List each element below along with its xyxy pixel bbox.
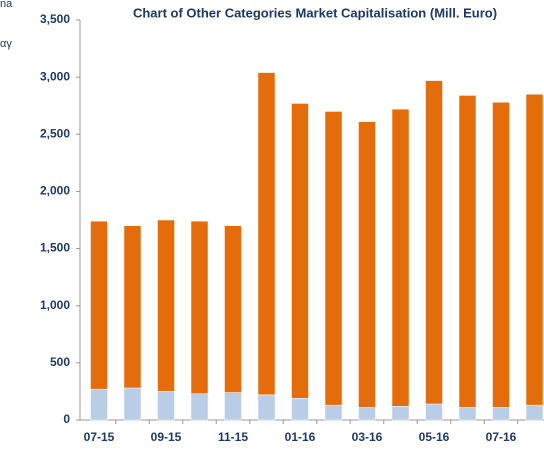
- bar-segment: [224, 225, 242, 393]
- bar-segment: [324, 404, 343, 421]
- bar-segment: [458, 95, 477, 408]
- annotation: αγ: [0, 38, 12, 50]
- bar-segment: [123, 225, 142, 389]
- bar-segment: [525, 404, 544, 421]
- bar-segment: [291, 103, 309, 399]
- x-tick-label: 07-16: [486, 430, 517, 444]
- bar-segment: [157, 391, 175, 421]
- bar-segment: [90, 220, 108, 390]
- x-tick-label: 05-16: [419, 430, 450, 444]
- x-tick-label: 07-15: [84, 430, 115, 444]
- bar-segment: [324, 111, 343, 406]
- y-tick-label: 2,000: [40, 184, 70, 198]
- bar-segment: [224, 392, 242, 421]
- bar-segment: [492, 407, 510, 421]
- y-tick-label: 1,500: [40, 241, 70, 255]
- bar-segment: [358, 407, 376, 421]
- y-tick-label: 2,500: [40, 126, 70, 140]
- bar-segment: [425, 403, 443, 421]
- y-tick-label: 0: [63, 412, 70, 426]
- y-tick-label: 1,000: [40, 298, 70, 312]
- y-tick-label: 500: [50, 355, 70, 369]
- chart-title: Chart of Other Categories Market Capital…: [133, 5, 497, 20]
- bar-segment: [90, 388, 108, 421]
- bar-segment: [257, 72, 276, 396]
- bar-segment: [492, 102, 510, 408]
- bar-segment: [291, 398, 309, 421]
- y-tick-label: 3,000: [40, 69, 70, 83]
- bar-segment: [358, 121, 376, 408]
- x-tick-label: 11-15: [218, 430, 248, 444]
- bar-segment: [425, 80, 443, 405]
- bar-segment: [123, 387, 142, 421]
- bar-segment: [458, 407, 477, 421]
- x-tick-label: 03-16: [352, 430, 383, 444]
- x-tick-label: 01-16: [285, 430, 316, 444]
- y-tick-label: 3,500: [40, 12, 70, 26]
- x-tick-label: 09-15: [151, 430, 182, 444]
- bar-segment: [157, 219, 175, 392]
- bar-segment: [257, 394, 276, 421]
- bar-segment: [190, 220, 209, 394]
- bar-segment: [391, 108, 410, 407]
- bar-segment: [190, 393, 209, 421]
- annotation: na: [0, 0, 13, 10]
- bar-segment: [391, 406, 410, 421]
- bar-segment: [525, 94, 544, 406]
